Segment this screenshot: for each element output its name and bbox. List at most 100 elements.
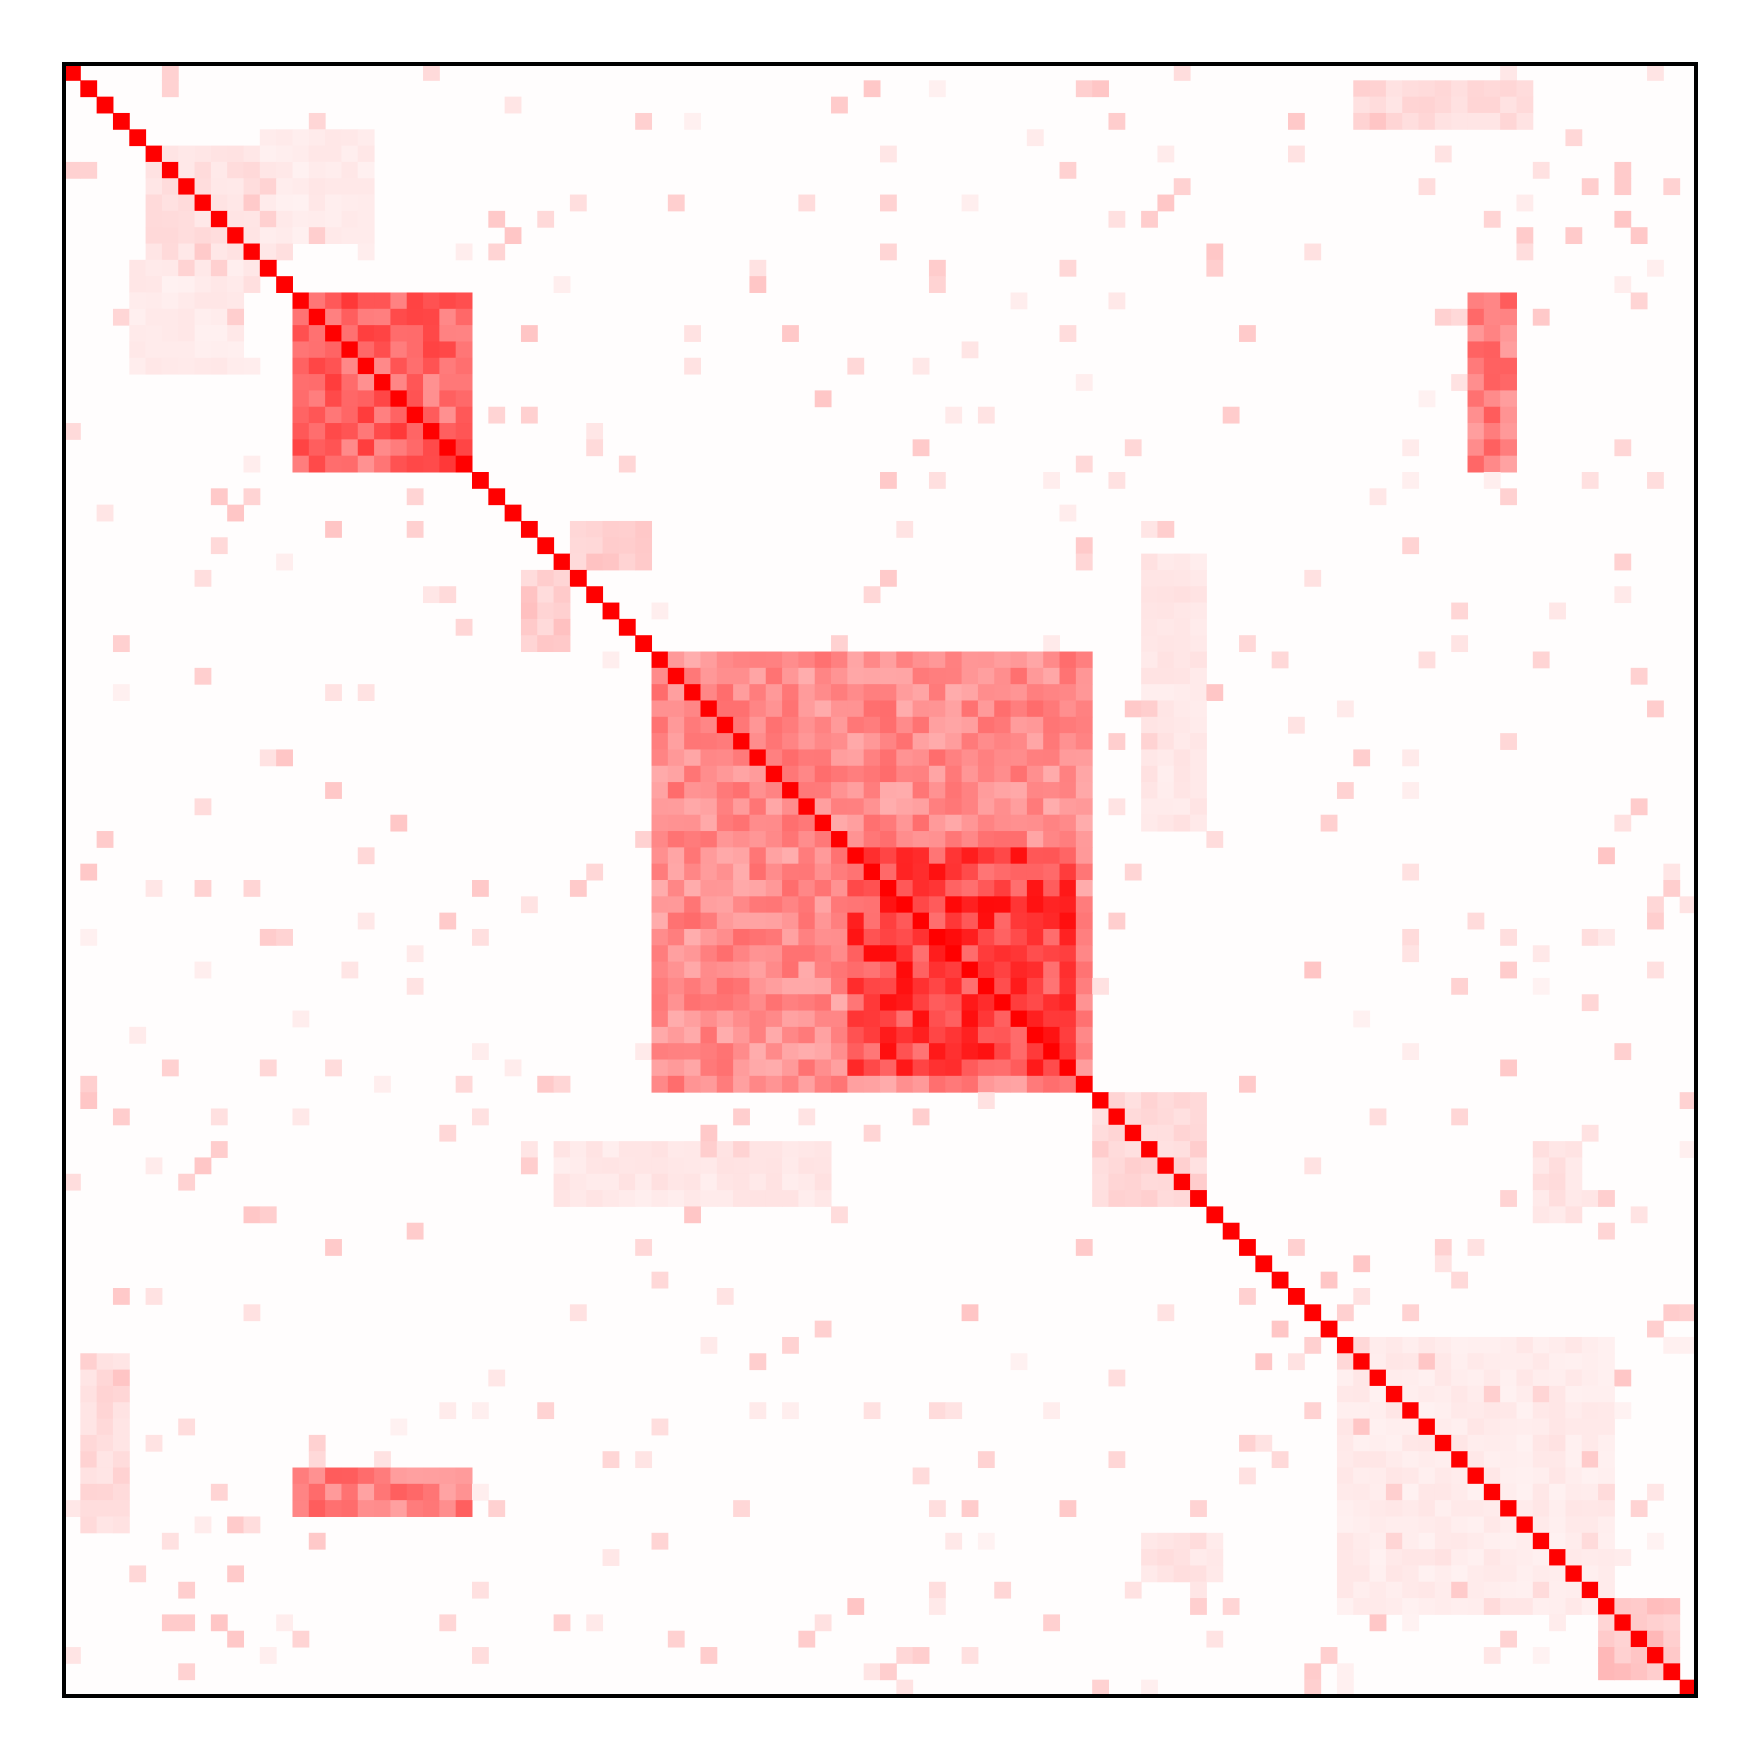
heatmap-cell <box>1369 1108 1387 1126</box>
heatmap-cell <box>1206 1630 1224 1648</box>
heatmap-cell <box>194 961 212 979</box>
heatmap-cell <box>667 1630 685 1648</box>
heatmap-cell <box>194 880 212 897</box>
heatmap-cell <box>782 1190 799 1207</box>
heatmap-cell <box>1026 765 1044 783</box>
heatmap-cell <box>667 977 685 995</box>
heatmap-cell <box>1075 733 1093 750</box>
heatmap-cell <box>1385 1418 1403 1436</box>
heatmap-cell <box>1500 423 1517 440</box>
heatmap-cell <box>1451 1516 1469 1534</box>
heatmap-cell <box>112 1369 130 1387</box>
heatmap-cell <box>716 1075 734 1093</box>
heatmap-cell <box>961 847 979 865</box>
heatmap-cell <box>928 928 946 946</box>
heatmap-cell <box>684 1026 701 1044</box>
heatmap-cell <box>390 1500 408 1517</box>
heatmap-cell <box>276 243 293 261</box>
heatmap-cell <box>439 1124 457 1142</box>
heatmap-cell <box>880 1010 897 1028</box>
heatmap-cell <box>798 700 816 718</box>
heatmap-cell <box>1467 455 1485 473</box>
heatmap-cell <box>1549 1369 1566 1387</box>
heatmap-cell <box>1173 178 1191 196</box>
heatmap-cell <box>863 912 881 930</box>
heatmap-cell <box>847 1598 865 1615</box>
heatmap-cell <box>1663 1647 1681 1664</box>
heatmap-cell <box>782 1336 799 1354</box>
heatmap-cell <box>847 700 865 718</box>
heatmap-cell <box>961 896 979 914</box>
heatmap-cell <box>308 1467 326 1485</box>
heatmap-cell <box>390 439 408 457</box>
heatmap-cell <box>847 1026 865 1044</box>
heatmap-cell <box>341 1467 359 1485</box>
heatmap-cell <box>684 733 701 750</box>
heatmap-cell <box>667 863 685 881</box>
heatmap-cell <box>961 798 979 816</box>
heatmap-cell <box>977 928 995 946</box>
heatmap-cell <box>782 1402 799 1420</box>
heatmap-cell <box>1581 1336 1599 1354</box>
heatmap-cell <box>733 1108 750 1126</box>
heatmap-cell <box>243 1516 261 1534</box>
heatmap-cell <box>1565 1565 1583 1583</box>
heatmap-cell <box>700 863 718 881</box>
heatmap-cell <box>1059 1026 1077 1044</box>
heatmap-cell <box>1141 635 1158 653</box>
heatmap-cell <box>1581 178 1599 196</box>
heatmap-cell <box>896 880 914 897</box>
heatmap-cell <box>1157 684 1175 701</box>
heatmap-cell <box>1190 1108 1207 1126</box>
heatmap-cell <box>863 667 881 685</box>
heatmap-cell <box>1679 1336 1697 1354</box>
heatmap-cell <box>161 292 179 310</box>
heatmap-cell <box>1402 1451 1420 1469</box>
heatmap-cell <box>178 1663 196 1681</box>
heatmap-cell <box>1124 1581 1142 1599</box>
heatmap-cell <box>847 831 865 848</box>
heatmap-cell <box>1598 1630 1615 1648</box>
heatmap-cell <box>1598 847 1615 865</box>
heatmap-cell <box>1141 1092 1158 1109</box>
heatmap-cell <box>1418 1598 1436 1615</box>
heatmap-cell <box>651 863 669 881</box>
heatmap-cell <box>831 994 848 1012</box>
heatmap-cell <box>537 635 555 653</box>
heatmap-cell <box>1451 1549 1469 1566</box>
heatmap-cell <box>765 928 783 946</box>
heatmap-cell <box>1141 569 1158 587</box>
heatmap-cell <box>1647 1647 1664 1664</box>
heatmap-cell <box>814 1190 832 1207</box>
heatmap-cell <box>243 880 261 897</box>
heatmap-cell <box>1369 1565 1387 1583</box>
heatmap-cell <box>1010 1353 1028 1371</box>
heatmap-cell <box>798 863 816 881</box>
heatmap-cell <box>1075 977 1093 995</box>
heatmap-cell <box>1581 1549 1599 1566</box>
heatmap-cell <box>390 814 408 832</box>
heatmap-cell <box>227 243 245 261</box>
heatmap-cell <box>439 1402 457 1420</box>
heatmap-cell <box>1549 602 1566 620</box>
heatmap-cell <box>928 1059 946 1077</box>
heatmap-cell <box>651 1190 669 1207</box>
heatmap-cell <box>1614 1402 1632 1420</box>
heatmap-cell <box>700 977 718 995</box>
heatmap-cell <box>1581 1124 1599 1142</box>
heatmap-cell <box>178 210 196 228</box>
heatmap-cell <box>357 178 375 196</box>
heatmap-cell <box>928 912 946 930</box>
heatmap-cell <box>667 798 685 816</box>
heatmap-cell <box>357 210 375 228</box>
heatmap-cell <box>357 292 375 310</box>
heatmap-cell <box>961 1026 979 1044</box>
heatmap-cell <box>439 1467 457 1485</box>
heatmap-cell <box>1304 1304 1322 1322</box>
heatmap-cell <box>112 1353 130 1371</box>
heatmap-cell <box>798 798 816 816</box>
heatmap-cell <box>1467 1532 1485 1550</box>
heatmap-cell <box>961 1647 979 1664</box>
heatmap-cell <box>635 1043 653 1061</box>
heatmap-cell <box>961 945 979 963</box>
